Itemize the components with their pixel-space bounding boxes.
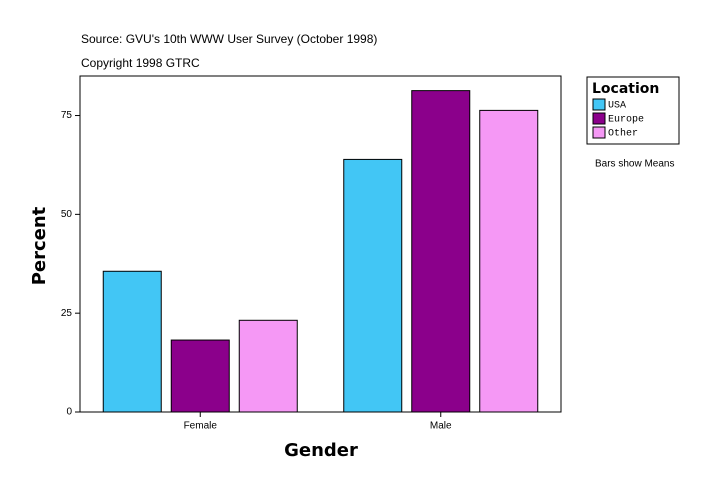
legend-swatch	[592, 112, 606, 125]
y-tick-label: 50	[61, 209, 73, 220]
legend-swatch	[592, 126, 606, 139]
copyright: Copyright 1998 GTRC	[81, 56, 200, 70]
bar	[411, 90, 471, 413]
y-tick-label: 25	[61, 308, 73, 319]
bar	[343, 158, 403, 413]
bar	[479, 109, 539, 413]
legend-title: Location	[592, 81, 659, 97]
bar	[170, 339, 230, 413]
y-tick-label: 75	[61, 110, 73, 121]
note: Bars show Means	[595, 159, 674, 170]
source: Source: GVU's 10th WWW User Survey (Octo…	[81, 32, 377, 46]
legend-label: USA	[608, 101, 626, 112]
y-tick-label: 0	[66, 407, 72, 418]
bar	[238, 319, 298, 413]
legend-swatch	[592, 98, 606, 111]
y-axis-label: Percent	[29, 206, 50, 285]
legend-label: Other	[608, 128, 638, 140]
x-axis-label: Gender	[284, 440, 358, 461]
x-tick-label: Female	[184, 421, 218, 432]
plot-area	[79, 75, 562, 413]
bar	[102, 270, 162, 413]
legend-label: Europe	[608, 115, 644, 126]
x-tick-label: Male	[430, 421, 452, 432]
